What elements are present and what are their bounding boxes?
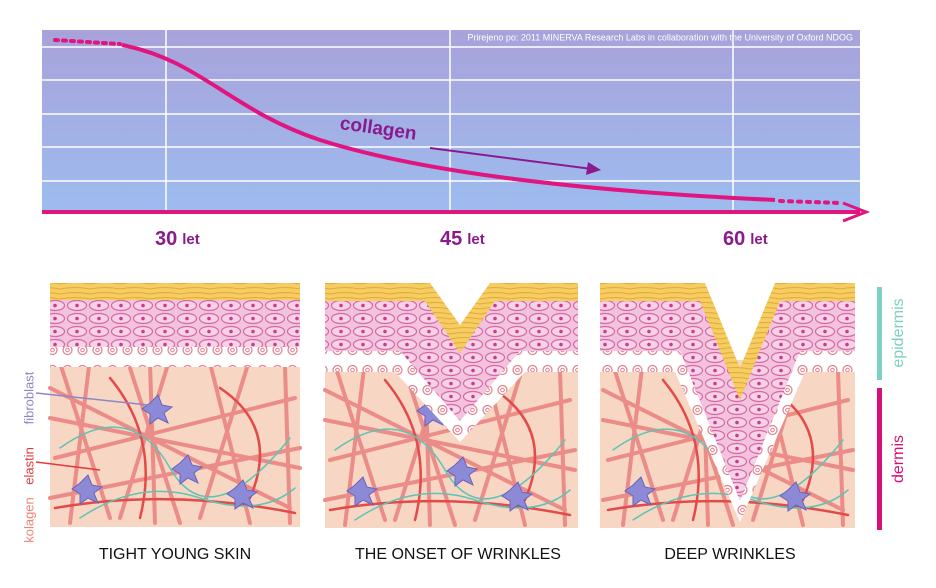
dermis-bar <box>877 388 882 530</box>
source-note: Prirejeno po: 2011 MINERVA Research Labs… <box>467 32 853 42</box>
curve-start <box>53 38 122 46</box>
collagen-curve <box>121 43 776 202</box>
elastin-label: elastin <box>21 447 36 485</box>
age-unit: let <box>182 231 200 248</box>
fibroblast-label: fibroblast <box>21 371 36 424</box>
grid <box>42 30 860 212</box>
panel-caption: THE ONSET OF WRINKLES <box>355 546 561 563</box>
axis-arrow <box>842 201 871 223</box>
age-number: 45 <box>440 228 462 250</box>
pointer <box>35 461 101 471</box>
epidermis-bar <box>877 287 882 380</box>
pointer <box>35 392 149 406</box>
skin-panel <box>48 283 302 527</box>
dermis-label: dermis <box>890 435 907 483</box>
trend-arrowhead <box>586 162 601 175</box>
skin-panel <box>323 283 578 528</box>
trend-arrow <box>429 147 593 170</box>
epidermis-label: epidermis <box>890 298 907 367</box>
panel-caption: DEEP WRINKLES <box>664 546 795 563</box>
age-unit: let <box>467 231 485 248</box>
age-number: 60 <box>723 228 745 250</box>
skin-panel <box>600 283 855 528</box>
curve-end <box>778 199 844 205</box>
age-label: 60 let <box>723 228 768 250</box>
age-label: 45 let <box>440 228 485 250</box>
age-label: 30 let <box>155 228 200 250</box>
age-number: 30 <box>155 228 177 250</box>
kolagen-label: kolagen <box>21 497 36 543</box>
age-unit: let <box>750 231 768 248</box>
panel-caption: TIGHT YOUNG SKIN <box>99 546 251 563</box>
